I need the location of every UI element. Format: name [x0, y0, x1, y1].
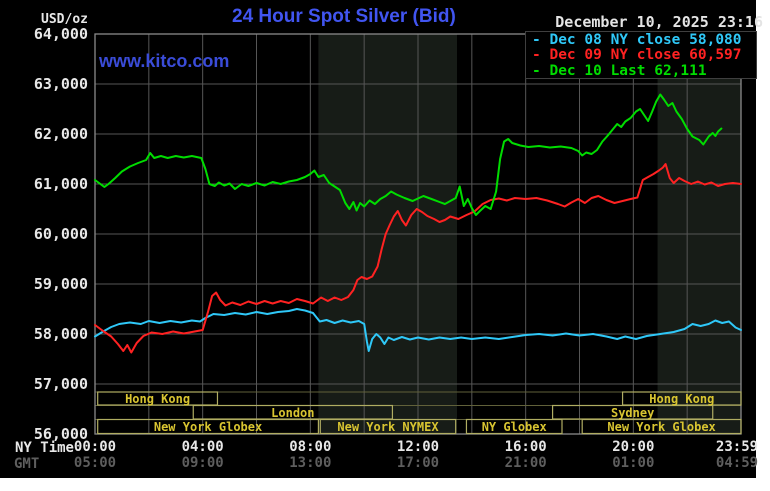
x-tick-ny-time: 20:00: [612, 439, 655, 455]
x-tick-gmt: 04:59: [715, 455, 759, 471]
legend-row: - Dec 10 Last 62,111: [532, 62, 707, 79]
y-axis-label: 60,000: [33, 225, 88, 243]
y-axis-label: 56,000: [33, 425, 88, 443]
series-line-dec-08: [94, 308, 742, 352]
session-label: Hong Kong: [649, 392, 715, 406]
y-axis-label: 64,000: [33, 25, 88, 43]
legend-row: - Dec 08 NY close 58,080: [532, 32, 742, 48]
y-axis-label: 62,000: [33, 125, 88, 143]
session-label: NY Globex: [481, 419, 547, 434]
gmt-axis-label: GMT: [14, 456, 40, 472]
x-tick-ny-time: 04:00: [181, 439, 224, 455]
series-line-dec-10: [94, 93, 723, 216]
legend-row: - Dec 09 NY close 60,597: [532, 47, 742, 64]
session-box: [97, 391, 219, 406]
session-label: Sydney: [610, 405, 655, 420]
session-label: Hong Kong: [125, 392, 191, 406]
legend: - Dec 08 NY close 58,080- Dec 09 NY clos…: [525, 31, 757, 79]
chart-title: 24 Hour Spot Silver (Bid): [232, 6, 456, 27]
x-tick-gmt: 13:00: [289, 455, 332, 471]
session-box: [581, 418, 742, 435]
session-label: New York NYMEX: [337, 419, 439, 434]
x-tick-gmt: 09:00: [181, 455, 224, 471]
session-label: London: [271, 405, 315, 420]
y-axis-label: 63,000: [33, 75, 88, 93]
x-tick-ny-time: 23:59: [715, 439, 759, 455]
x-tick-ny-time: 00:00: [73, 439, 117, 455]
x-tick-ny-time: 08:00: [289, 439, 332, 455]
ny-time-axis-label: NY Time: [14, 440, 74, 456]
x-tick-gmt: 21:00: [504, 455, 547, 471]
y-axis-label: 61,000: [33, 175, 88, 193]
datetime-label: December 10, 2025 23:16: [555, 13, 763, 31]
kitco-watermark-link[interactable]: www.kitco.com: [99, 51, 230, 71]
y-axis-label: 59,000: [33, 275, 88, 293]
session-label: New York Globex: [153, 419, 263, 434]
x-tick-gmt: 17:00: [396, 455, 440, 471]
y-axis-label: 58,000: [33, 325, 88, 343]
session-label: New York Globex: [607, 419, 716, 434]
series-line-dec-09: [94, 163, 742, 354]
session-box: [319, 418, 457, 435]
session-box: [465, 418, 563, 435]
x-tick-gmt: 01:00: [612, 455, 655, 471]
x-tick-gmt: 05:00: [73, 455, 117, 471]
x-tick-ny-time: 12:00: [396, 439, 440, 455]
x-tick-ny-time: 16:00: [504, 439, 547, 455]
y-axis-label: 57,000: [33, 375, 88, 393]
unit-label: USD/oz: [41, 12, 88, 27]
session-box: [97, 418, 320, 435]
